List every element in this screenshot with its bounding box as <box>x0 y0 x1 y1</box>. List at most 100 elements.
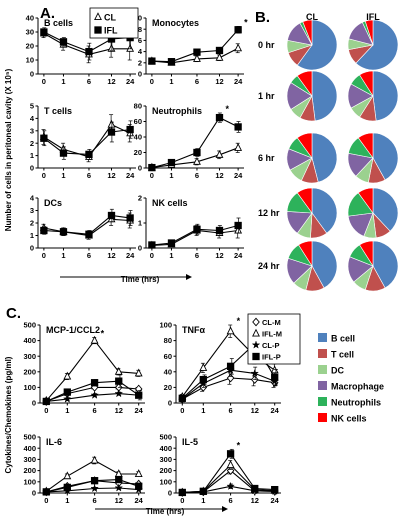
y-tick-label: 80 <box>164 336 172 345</box>
data-point <box>126 214 134 222</box>
data-point <box>234 143 243 151</box>
data-point <box>107 43 116 52</box>
pie-4-0 <box>286 240 338 292</box>
y-tick-label: 300 <box>159 455 172 464</box>
legend-marker <box>252 328 260 337</box>
data-point <box>193 48 201 56</box>
legend-label: NK cells <box>331 414 367 424</box>
x-tick-label: 24 <box>234 171 243 180</box>
data-point <box>90 455 99 464</box>
x-tick-label: 6 <box>87 77 91 86</box>
x-tick-label: 12 <box>215 77 223 86</box>
y-tick-label: 100 <box>159 321 172 330</box>
data-point <box>226 373 235 383</box>
x-tick-label: 0 <box>42 251 46 260</box>
data-point <box>90 390 99 399</box>
x-tick-label: 6 <box>93 496 97 505</box>
series-line <box>181 369 275 400</box>
data-point <box>135 391 143 399</box>
y-tick-label: 5 <box>30 102 34 111</box>
x-axis-label-a: Time (hrs) <box>121 275 160 284</box>
data-point <box>63 483 71 492</box>
pie-2-1 <box>347 132 399 184</box>
x-tick-label: 12 <box>215 171 223 180</box>
y-tick-label: 300 <box>23 455 36 464</box>
data-point <box>126 43 135 52</box>
legend-b: B cell T cell DC Macrophage Neutrophils NK ce… <box>318 333 384 424</box>
y-tick-label: 100 <box>23 383 36 392</box>
x-tick-label: 24 <box>135 406 144 415</box>
data-point <box>63 371 72 380</box>
data-point <box>234 221 242 230</box>
data-point <box>114 389 124 398</box>
pie-0-1 <box>347 19 399 71</box>
legend-label-ifl: IFL <box>104 26 118 36</box>
significance-star: * <box>237 316 241 326</box>
legend-swatch <box>318 349 327 358</box>
legend-marker <box>94 26 102 34</box>
y-tick-label: 200 <box>23 466 36 475</box>
pie-1-1 <box>347 70 399 122</box>
x-tick-label: 0 <box>44 496 48 505</box>
line-chart-a-1: 02468100161224Monocytes* <box>134 14 248 86</box>
series-line <box>45 459 139 492</box>
series-IFL <box>40 26 134 61</box>
legend-marker <box>252 317 260 327</box>
panel-title: TNFα <box>182 325 205 335</box>
line-chart-c-2: 0 100 200 300 400 500 0 1 6 12 24 IL-6 <box>23 433 145 505</box>
y-axis-label-c: Cytokines/Chemokines (pg/ml) <box>4 356 13 473</box>
legend-label: Macrophage <box>331 382 384 392</box>
y-tick-label: 6 <box>138 36 142 45</box>
y-tick-label: 80 <box>134 102 142 111</box>
data-point <box>107 119 116 128</box>
data-point <box>114 483 124 492</box>
x-tick-label: 24 <box>234 251 243 260</box>
y-tick-label: 0 <box>138 70 142 79</box>
legend-label: CL-P <box>262 341 280 350</box>
x-tick-label: 6 <box>87 251 91 260</box>
panel-title: B cells <box>44 18 73 28</box>
significance-star: * <box>237 440 241 450</box>
data-point <box>90 483 99 493</box>
y-tick-label: 400 <box>23 444 36 453</box>
data-point <box>226 450 235 458</box>
pie-slice-b-cell <box>311 187 338 234</box>
y-tick-label: 0 <box>30 164 34 173</box>
x-axis-label-c: Time (hrs) <box>146 507 185 516</box>
series-IFL-P <box>42 374 143 406</box>
time-arrow-head <box>186 274 192 280</box>
series-IFL <box>40 120 134 160</box>
data-point <box>215 226 224 235</box>
y-tick-label: 500 <box>23 321 36 330</box>
data-point <box>148 163 156 172</box>
pie-slice-b-cell <box>296 19 338 71</box>
x-tick-label: 1 <box>169 171 173 180</box>
data-point <box>167 58 176 66</box>
panel-label-c: C. <box>6 305 21 322</box>
x-tick-label: 0 <box>150 77 154 86</box>
series-line <box>43 129 131 155</box>
pie-slice-nk-cells <box>364 19 374 46</box>
y-tick-label: 20 <box>164 383 172 392</box>
pie-slice-b-cell <box>311 240 338 289</box>
y-tick-label: 2 <box>30 139 34 148</box>
legend-label: DC <box>331 366 344 376</box>
legend-label: IFL-P <box>262 353 281 362</box>
x-tick-label: 12 <box>115 496 123 505</box>
legend-label-cl: CL <box>104 13 116 23</box>
y-tick-label: 500 <box>23 433 36 442</box>
x-tick-label: 0 <box>150 251 154 260</box>
y-tick-label: 300 <box>23 352 36 361</box>
data-point <box>63 388 71 396</box>
pie-row-label: 0 hr <box>258 40 275 50</box>
data-point <box>85 47 93 56</box>
x-tick-label: 6 <box>87 171 91 180</box>
data-point <box>215 46 224 55</box>
pie-slice-nk-cells <box>296 70 313 97</box>
data-point <box>193 156 201 165</box>
significance-star: * <box>244 17 248 27</box>
data-point <box>193 148 201 157</box>
significance-star: * <box>101 328 105 338</box>
x-tick-label: 6 <box>195 171 199 180</box>
data-point <box>90 477 99 485</box>
